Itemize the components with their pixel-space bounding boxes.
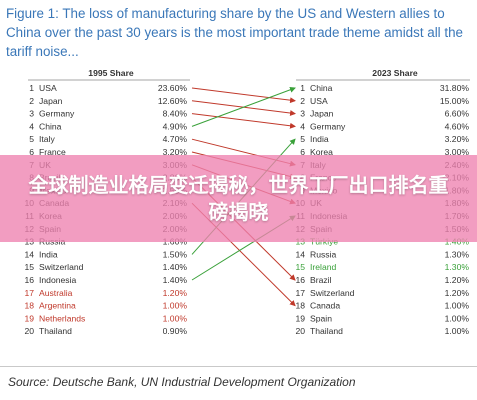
- left-country: Argentina: [39, 301, 76, 311]
- left-value: 8.40%: [163, 109, 188, 119]
- left-value: 1.40%: [163, 275, 188, 285]
- left-country: China: [39, 121, 62, 131]
- figure-title: Figure 1: The loss of manufacturing shar…: [6, 6, 463, 59]
- right-rank: 6: [300, 147, 305, 157]
- right-value: 1.00%: [445, 326, 470, 336]
- left-rank: 16: [24, 275, 34, 285]
- right-value: 6.60%: [445, 109, 470, 119]
- left-rank: 3: [29, 109, 34, 119]
- right-rank: 1: [300, 83, 305, 93]
- left-rank: 15: [24, 262, 34, 272]
- left-country: Italy: [39, 134, 55, 144]
- left-rank: 19: [24, 313, 34, 323]
- left-rank: 17: [24, 288, 34, 298]
- left-country: Switzerland: [39, 262, 84, 272]
- right-country: Canada: [310, 301, 340, 311]
- source-note: Source: Deutsche Bank, UN Industrial Dev…: [0, 366, 477, 400]
- left-rank: 20: [24, 326, 34, 336]
- right-rank: 3: [300, 109, 305, 119]
- left-country: Australia: [39, 288, 73, 298]
- left-country: Indonesia: [39, 275, 76, 285]
- right-rank: 16: [295, 275, 305, 285]
- right-country: Thailand: [310, 326, 343, 336]
- left-rank: 4: [29, 121, 34, 131]
- right-country: Ireland: [310, 262, 336, 272]
- left-rank: 14: [24, 249, 34, 259]
- right-country: Brazil: [310, 275, 332, 285]
- left-value: 4.90%: [163, 121, 188, 131]
- left-column-title: 1995 Share: [88, 68, 134, 78]
- right-value: 1.30%: [445, 262, 470, 272]
- right-rank: 18: [295, 301, 305, 311]
- right-rank: 15: [295, 262, 305, 272]
- right-country: Germany: [310, 121, 346, 131]
- right-country: Switzerland: [310, 288, 355, 298]
- right-rank: 4: [300, 121, 305, 131]
- left-rank: 1: [29, 83, 34, 93]
- right-country: Japan: [310, 109, 334, 119]
- rank-change-arrow: [191, 86, 296, 127]
- right-value: 1.30%: [445, 249, 470, 259]
- right-value: 31.80%: [440, 83, 470, 93]
- right-value: 15.00%: [440, 96, 470, 106]
- right-rank: 5: [300, 134, 305, 144]
- left-value: 12.60%: [158, 96, 188, 106]
- right-value: 1.20%: [445, 288, 470, 298]
- right-value: 3.20%: [445, 134, 470, 144]
- right-country: China: [310, 83, 333, 93]
- right-value: 1.20%: [445, 275, 470, 285]
- left-rank: 18: [24, 301, 34, 311]
- right-rank: 2: [300, 96, 305, 106]
- rank-change-arrow: [191, 113, 296, 129]
- left-country: Netherlands: [39, 313, 85, 323]
- left-value: 1.40%: [163, 262, 188, 272]
- banner-text: 全球制造业格局变迁揭秘，世界工厂出口排名重磅揭晓: [28, 172, 449, 224]
- right-country: Russia: [310, 249, 336, 259]
- rank-change-arrow: [191, 87, 296, 104]
- left-value: 1.00%: [163, 301, 188, 311]
- left-value: 3.20%: [163, 147, 188, 157]
- left-value: 23.60%: [158, 83, 188, 93]
- right-rank: 14: [295, 249, 305, 259]
- left-country: USA: [39, 83, 57, 93]
- right-rank: 17: [295, 288, 305, 298]
- left-country: France: [39, 147, 66, 157]
- left-value: 1.20%: [163, 288, 188, 298]
- left-country: Japan: [39, 96, 63, 106]
- left-value: 4.70%: [163, 134, 188, 144]
- left-value: 1.50%: [163, 249, 188, 259]
- right-value: 1.00%: [445, 313, 470, 323]
- left-rank: 5: [29, 134, 34, 144]
- left-country: Thailand: [39, 326, 72, 336]
- right-value: 3.00%: [445, 147, 470, 157]
- right-country: Spain: [310, 313, 332, 323]
- right-value: 1.00%: [445, 301, 470, 311]
- right-rank: 20: [295, 326, 305, 336]
- right-country: USA: [310, 96, 328, 106]
- right-rank: 19: [295, 313, 305, 323]
- right-country: India: [310, 134, 329, 144]
- right-column-title: 2023 Share: [372, 68, 418, 78]
- headline-banner: 全球制造业格局变迁揭秘，世界工厂出口排名重磅揭晓: [0, 155, 477, 242]
- right-country: Korea: [310, 147, 333, 157]
- left-rank: 2: [29, 96, 34, 106]
- left-value: 0.90%: [163, 326, 188, 336]
- left-country: Germany: [39, 109, 75, 119]
- left-value: 1.00%: [163, 313, 188, 323]
- right-value: 4.60%: [445, 121, 470, 131]
- left-country: India: [39, 249, 58, 259]
- left-rank: 6: [29, 147, 34, 157]
